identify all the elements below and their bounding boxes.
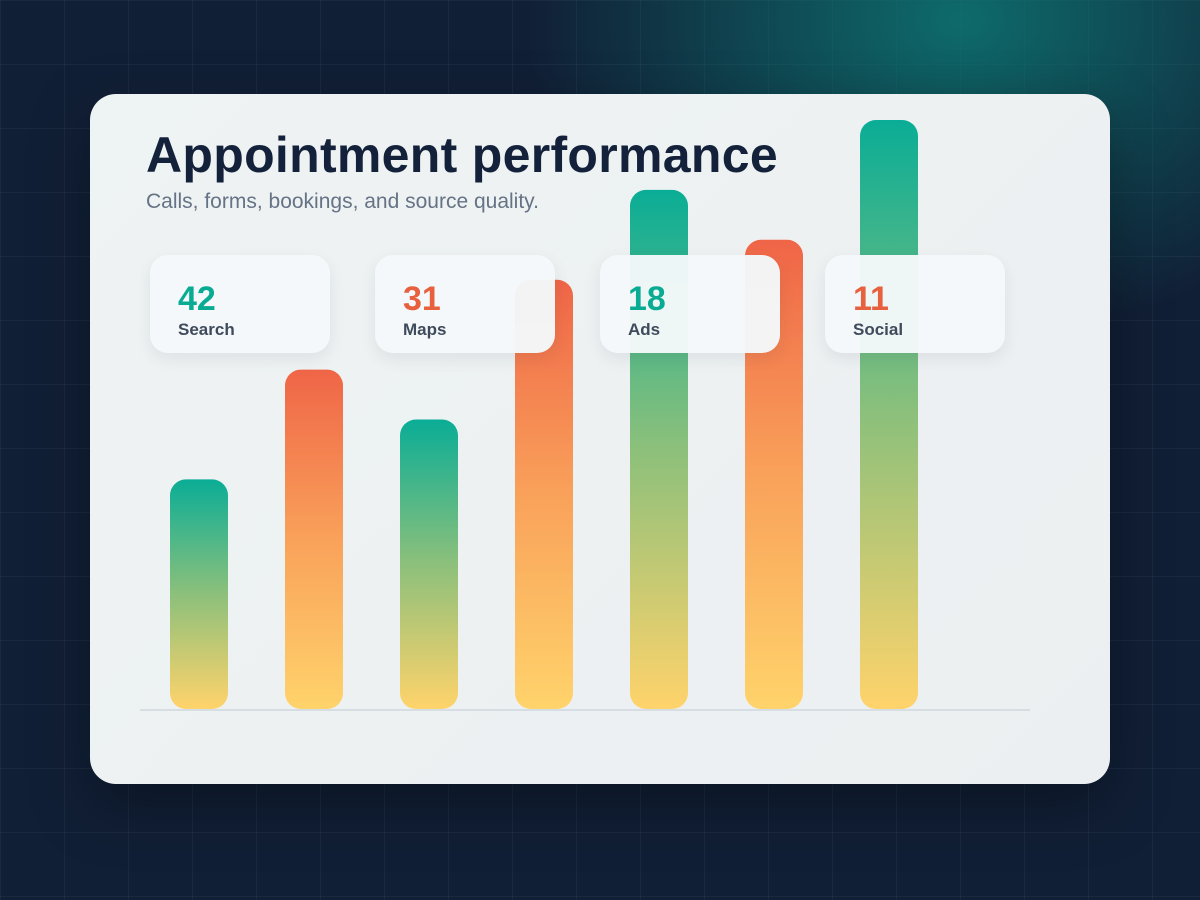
stat-label: Ads	[628, 320, 661, 339]
page-subtitle: Calls, forms, bookings, and source quali…	[146, 190, 539, 213]
bar-2	[285, 369, 343, 709]
stat-label: Maps	[403, 320, 447, 339]
stat-label: Social	[853, 320, 904, 339]
chart-baseline	[140, 709, 1030, 711]
bar-3	[400, 419, 458, 709]
stat-value: 31	[403, 280, 441, 318]
stat-card-ads: 18 Ads	[600, 255, 780, 353]
stat-card-social: 11 Social	[825, 255, 1005, 353]
stat-card-search: 42 Search	[150, 255, 330, 353]
bar-1	[170, 479, 228, 709]
stat-value: 18	[628, 280, 666, 318]
bar-7	[860, 120, 918, 709]
stat-value: 11	[853, 280, 889, 318]
bar-6	[745, 239, 803, 709]
page-title: Appointment performance	[146, 127, 778, 183]
stat-card-maps: 31 Maps	[375, 255, 555, 353]
chart-card	[90, 94, 1110, 784]
bar-4	[515, 279, 573, 709]
stat-label: Search	[178, 320, 235, 339]
stat-value: 42	[178, 280, 216, 318]
